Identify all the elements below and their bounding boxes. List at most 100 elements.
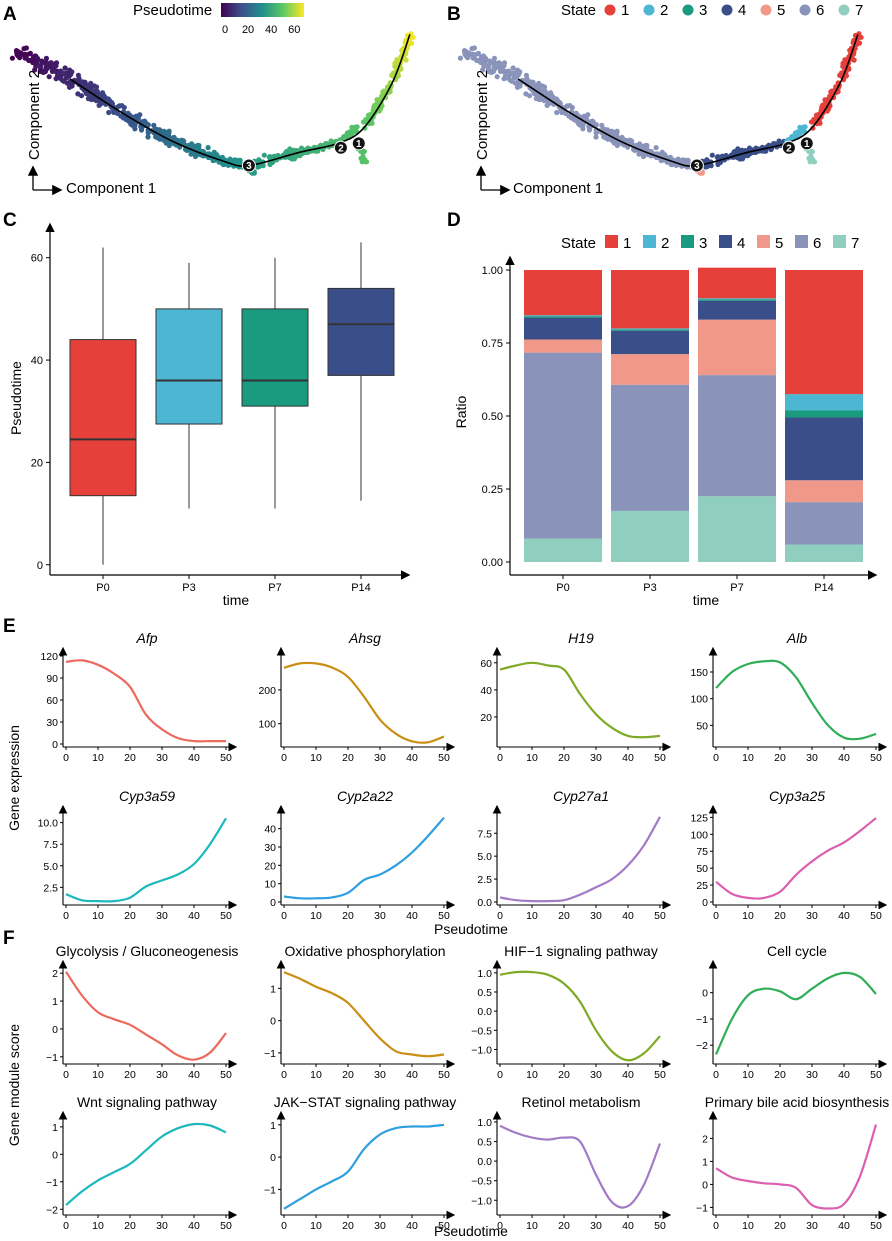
panel-c-axes: 0 20 40 60 bbox=[31, 222, 411, 580]
subplot-x-tick-label: 20 bbox=[124, 1069, 136, 1081]
panel-b-state-legend: 1 2 3 4 5 6 7 bbox=[604, 2, 863, 19]
panel-b-cell-point bbox=[512, 74, 518, 80]
panel-d-y-tick-label: 0.50 bbox=[482, 411, 503, 423]
bar-P7-state-6 bbox=[698, 375, 776, 497]
subplot-y-tick-label: −1 bbox=[46, 1177, 58, 1189]
subplot-x-tick-label: 10 bbox=[526, 1069, 538, 1081]
subplot-x-tick-label: 50 bbox=[870, 752, 882, 764]
subplot-curve bbox=[499, 970, 661, 1062]
subplot-curve bbox=[65, 1122, 227, 1206]
subplot-x-tick-label: 30 bbox=[806, 752, 818, 764]
subplot-y-tick-label: 5.0 bbox=[43, 861, 58, 873]
subplot-cyp27a1: Cyp27a1 0 10 20 30 40 50 0.0 2.5 5.0 7.5 bbox=[477, 788, 672, 922]
panel-a-cell-point bbox=[39, 58, 45, 64]
subplot-x-tick-label: 0 bbox=[713, 752, 719, 764]
subplot-y-tick-label: 2.5 bbox=[43, 882, 58, 894]
panel-b-cell-point bbox=[467, 51, 473, 57]
panel-b-cell-point bbox=[457, 55, 463, 61]
panel-b-cell-point bbox=[740, 155, 746, 161]
subplot-y-tick-label: 7.5 bbox=[477, 828, 492, 840]
panel-a-cell-point bbox=[261, 152, 267, 158]
panel-b-cell-point bbox=[530, 79, 536, 85]
subplot-y-tick-label: −1 bbox=[264, 1184, 276, 1196]
panel-b-cell-point bbox=[640, 153, 647, 160]
subplot-y-tick-label: 40 bbox=[264, 824, 276, 836]
subplot-y-tick-label: 1.0 bbox=[477, 968, 492, 980]
subplot-curve bbox=[283, 661, 445, 744]
colorbar-tick-label: 60 bbox=[288, 24, 300, 36]
subplot-y-tick-label: −0.5 bbox=[471, 1025, 492, 1037]
bar-P3-state-5 bbox=[611, 354, 689, 385]
subplot-y-tick-label: 30 bbox=[46, 717, 58, 729]
subplot-y-tick-label: 150 bbox=[690, 667, 708, 679]
subplot-x-tick-label: 30 bbox=[156, 1220, 168, 1232]
panel-d-y-tick-label: 0.75 bbox=[482, 338, 503, 350]
panel-d-x-tick-label: P7 bbox=[730, 582, 743, 594]
legend-swatch-state-4 bbox=[719, 235, 732, 248]
panel-a-y-label: Component 2 bbox=[26, 70, 43, 160]
subplot-y-tick-label: 0 bbox=[52, 739, 58, 751]
panel-a-cell-point bbox=[171, 134, 177, 140]
panel-b-cell-point bbox=[814, 112, 820, 118]
subplot-y-tick-label: 2.5 bbox=[477, 874, 492, 886]
panel-a-cell-point bbox=[351, 129, 357, 135]
panel-c-boxplot: 0 20 40 60 P0 P3 P7 P14 Pseudotime time bbox=[8, 222, 411, 608]
subplot-y-tick-label: 0 bbox=[702, 1179, 708, 1191]
subplot-y-tick-label: 1 bbox=[270, 983, 276, 995]
panel-b-cell-points bbox=[457, 31, 864, 176]
panel-a-cell-point bbox=[27, 50, 33, 56]
panel-a-cell-point bbox=[166, 142, 172, 149]
panel-b-cell-point bbox=[791, 134, 797, 140]
legend-swatch-state-3 bbox=[682, 4, 694, 16]
panel-b-cell-point bbox=[709, 152, 715, 158]
subplot-x-tick-label: 20 bbox=[342, 1220, 354, 1232]
branch-point-label: 1 bbox=[804, 139, 810, 150]
panel-b-cell-point bbox=[471, 45, 477, 51]
subplot-y-tick-label: 120 bbox=[40, 651, 58, 663]
panel-c-y-tick-label: 20 bbox=[31, 457, 43, 469]
legend-label-state-5: 5 bbox=[777, 2, 785, 19]
subplot-x-tick-label: 20 bbox=[558, 1069, 570, 1081]
subplot-alb: Alb 0 10 20 30 40 50 50 100 150 bbox=[690, 630, 888, 764]
panel-b-y-label: Component 2 bbox=[474, 70, 491, 160]
panel-b-cell-point bbox=[475, 50, 481, 56]
subplot-curve bbox=[715, 659, 877, 741]
subplot-title: JAK−STAT signaling pathway bbox=[274, 1094, 457, 1110]
panel-b-cell-point bbox=[603, 135, 609, 141]
panel-a-cell-point bbox=[227, 156, 233, 162]
panel-a-cell-point bbox=[43, 55, 50, 62]
subplot-x-tick-label: 0 bbox=[497, 752, 503, 764]
panel-b-cell-point bbox=[585, 112, 591, 118]
panel-a-cell-point bbox=[69, 69, 75, 75]
subplot-retinol-metabolism: Retinol metabolism 0 10 20 30 40 50 −1.0 −0.5 0.0… bbox=[471, 1094, 672, 1232]
panel-b-cell-point bbox=[549, 95, 555, 101]
subplot-x-tick-label: 50 bbox=[438, 752, 450, 764]
subplot-title: Ahsg bbox=[348, 630, 381, 646]
panel-a-cell-point bbox=[33, 53, 39, 59]
panel-a-cell-point bbox=[408, 40, 415, 46]
subplot-x-tick-label: 50 bbox=[654, 1220, 666, 1232]
subplot-x-tick-label: 30 bbox=[590, 752, 602, 764]
branch-point-2 bbox=[781, 140, 796, 155]
subplot-x-tick-label: 30 bbox=[156, 910, 168, 922]
subplot-x-tick-label: 20 bbox=[774, 752, 786, 764]
subplot-curve bbox=[65, 817, 227, 903]
panel-d-y-tick-label: 0.00 bbox=[482, 557, 503, 569]
panel-label-d: D bbox=[447, 210, 461, 231]
panel-b-trajectory-state: 1 2 3 State 1 2 3 4 5 6 7 Component 2 Component … bbox=[457, 2, 864, 197]
subplot-x-tick-label: 40 bbox=[838, 752, 850, 764]
panel-b-x-label: Component 1 bbox=[513, 180, 603, 197]
panel-a-cell-point bbox=[192, 153, 199, 160]
subplot-x-tick-label: 40 bbox=[838, 1220, 850, 1232]
panel-a-cell-point bbox=[85, 96, 91, 102]
subplot-h19: H19 0 10 20 30 40 50 20 40 60 bbox=[480, 630, 672, 764]
bar-P0-state-5 bbox=[524, 339, 602, 353]
panel-label-c: C bbox=[3, 210, 17, 231]
legend-label-state-4: 4 bbox=[737, 235, 745, 252]
panel-a-cell-point bbox=[91, 83, 97, 89]
panel-b-cell-point bbox=[487, 58, 493, 64]
subplot-curve bbox=[714, 971, 877, 1055]
subplot-afp: Afp 0 10 20 30 40 50 0 30 60 90 120 bbox=[40, 630, 238, 764]
